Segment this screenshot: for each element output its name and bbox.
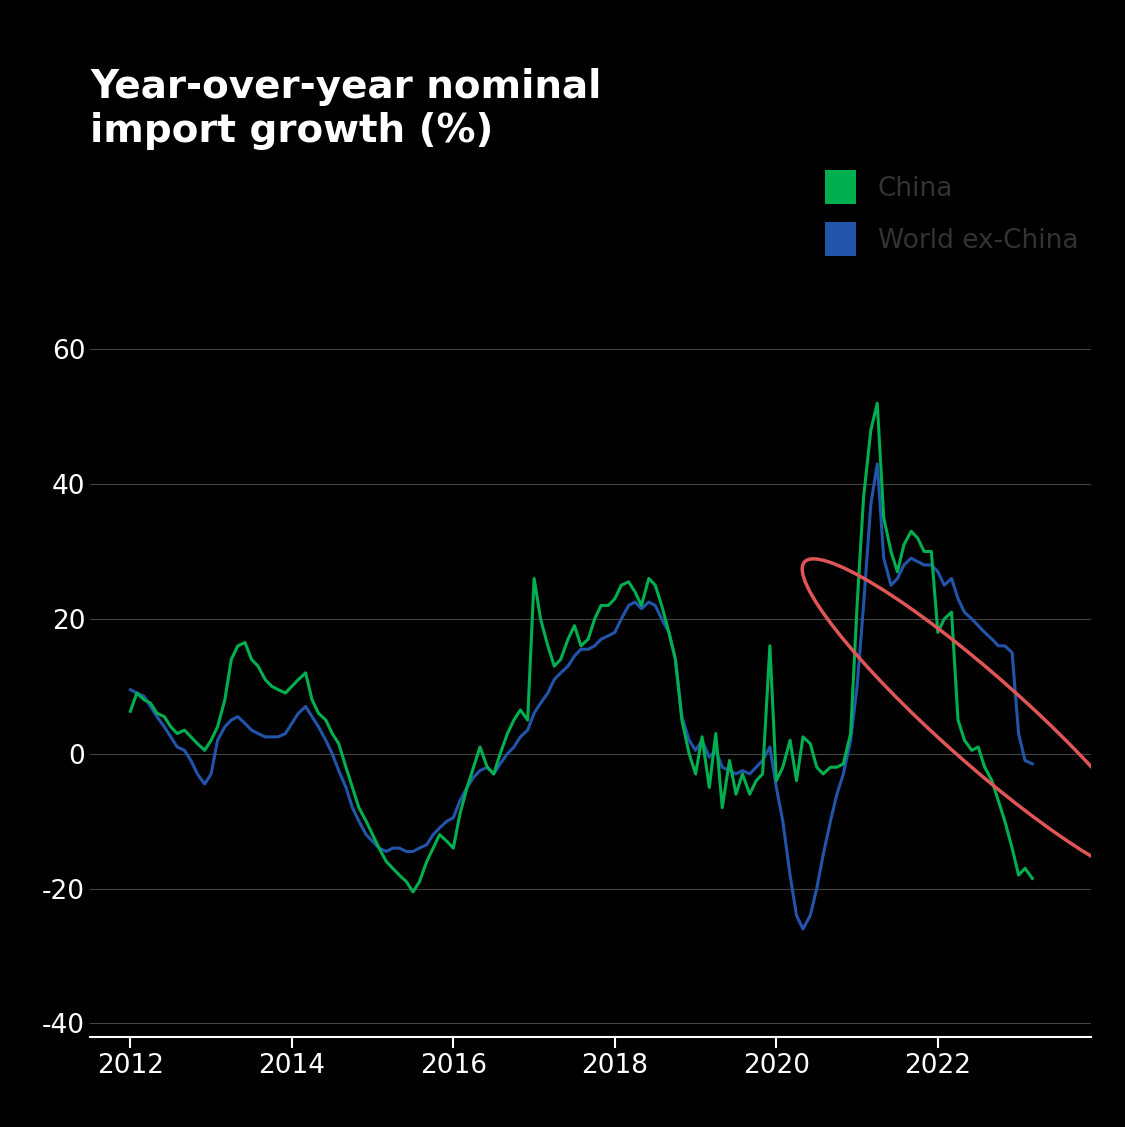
Legend: China, World ex-China: China, World ex-China <box>825 170 1078 256</box>
Text: Year-over-year nominal
import growth (%): Year-over-year nominal import growth (%) <box>90 68 602 150</box>
